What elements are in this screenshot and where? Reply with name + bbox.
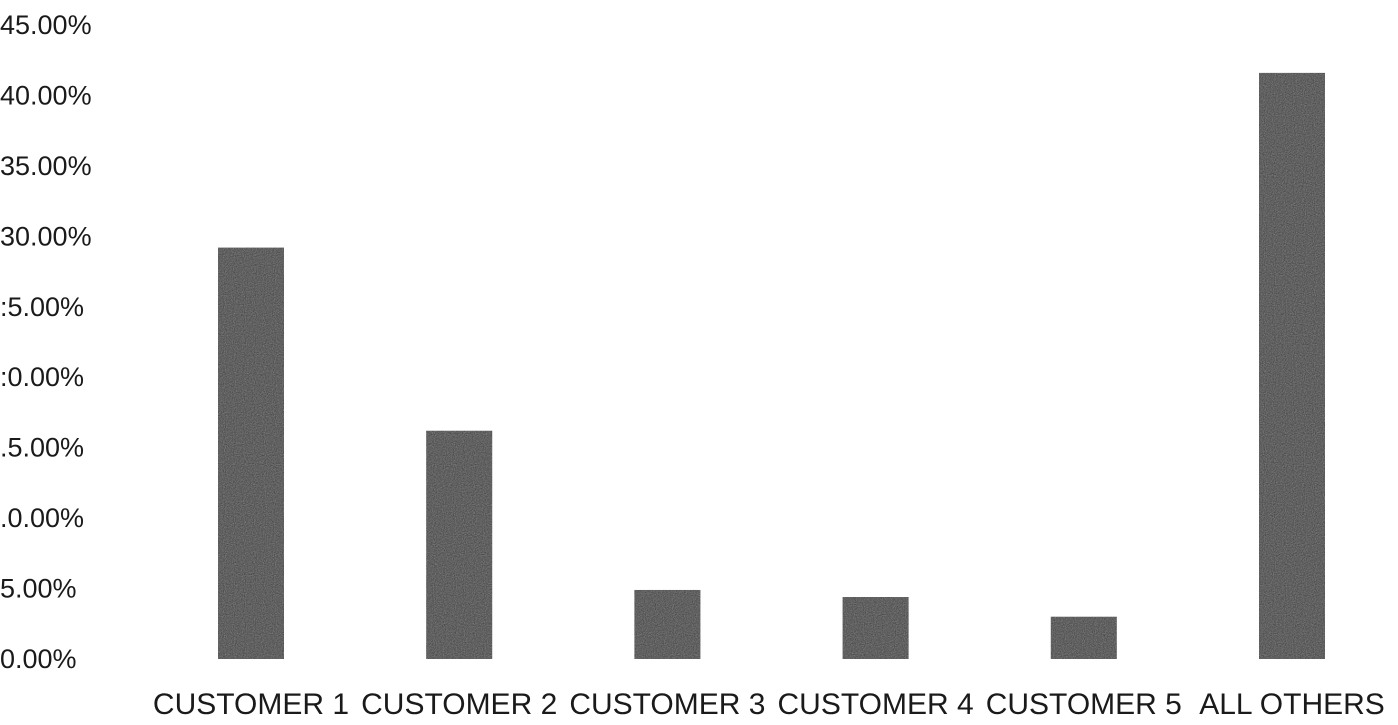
y-tick-label: .0.00% xyxy=(0,503,84,533)
bar-customer-5 xyxy=(1050,616,1117,659)
y-tick-label: .5.00% xyxy=(0,433,84,463)
y-axis: 0.00% 5.00% .0.00% .5.00% :0.00% :5.00% 30.00%… xyxy=(0,10,92,674)
x-category-label: CUSTOMER 3 xyxy=(569,688,765,721)
y-tick-label: 0.00% xyxy=(0,644,77,674)
x-category-label: CUSTOMER 1 xyxy=(153,688,349,721)
x-axis: CUSTOMER 1 CUSTOMER 2 CUSTOMER 3 CUSTOMER 4… xyxy=(153,688,1385,721)
bar-customer-3 xyxy=(634,589,701,659)
bar-customer-1 xyxy=(218,247,284,660)
y-tick-label: 40.00% xyxy=(0,80,92,110)
x-category-label: ALL OTHERS xyxy=(1199,688,1385,721)
y-tick-label: 30.00% xyxy=(0,221,92,251)
bar-all-others xyxy=(1259,72,1325,659)
y-tick-label: :5.00% xyxy=(0,292,84,322)
x-category-label: CUSTOMER 5 xyxy=(986,688,1182,721)
y-tick-label: 5.00% xyxy=(0,574,77,604)
y-tick-label: :0.00% xyxy=(0,362,84,392)
y-tick-label: 35.00% xyxy=(0,151,92,181)
bar-customer-2 xyxy=(426,430,493,659)
bars-group xyxy=(218,72,1325,660)
x-category-label: CUSTOMER 2 xyxy=(361,688,557,721)
y-tick-label: 45.00% xyxy=(0,10,92,40)
x-category-label: CUSTOMER 4 xyxy=(778,688,974,721)
bar-customer-4 xyxy=(842,597,909,659)
